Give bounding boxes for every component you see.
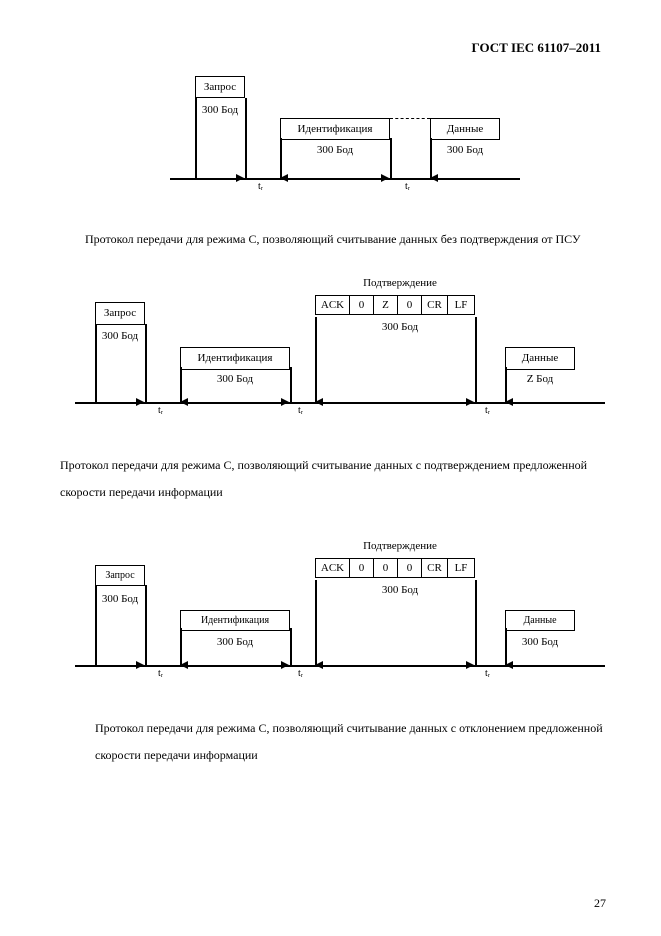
request-box: Запрос (195, 76, 245, 98)
confirm-label: Подтверждение (340, 540, 460, 552)
ack-cell: 0 (398, 296, 422, 314)
doc-header: ГОСТ IEC 61107–2011 (60, 40, 611, 56)
diagram-3: Подтверждение ACK 0 0 0 CR LF 300 Бод За… (80, 540, 620, 695)
tr-label: tᵣ (485, 405, 490, 416)
tr-label: tᵣ (298, 405, 303, 416)
request-box: Запрос (95, 565, 145, 586)
baud-label: 300 Бод (360, 321, 440, 333)
data-box: Данные (505, 610, 575, 631)
baud-label: 300 Бод (195, 373, 275, 385)
ident-box: Идентификация (280, 118, 390, 140)
tr-label: tᵣ (298, 668, 303, 679)
ack-cell: CR (422, 296, 448, 314)
tr-label: tᵣ (158, 668, 163, 679)
baud-label: 300 Бод (195, 636, 275, 648)
ack-cell: LF (448, 559, 474, 577)
ident-box: Идентификация (180, 610, 290, 631)
baud-label: 300 Бод (425, 144, 505, 156)
request-box: Запрос (95, 302, 145, 324)
confirm-label: Подтверждение (340, 277, 460, 289)
ack-cell: ACK (316, 296, 350, 314)
baud-label: 300 Бод (90, 593, 150, 605)
tr-label: tᵣ (485, 668, 490, 679)
page-number: 27 (594, 896, 606, 911)
tr-label: tᵣ (405, 181, 410, 192)
ident-box: Идентификация (180, 347, 290, 369)
ack-cell: 0 (350, 296, 374, 314)
diagram-1: Запрос 300 Бод Идентификация 300 Бод Дан… (140, 76, 620, 206)
baud-label: 300 Бод (295, 144, 375, 156)
data-box: Данные (430, 118, 500, 140)
baud-label: 300 Бод (360, 584, 440, 596)
ack-cell: ACK (316, 559, 350, 577)
baud-label: 300 Бод (90, 330, 150, 342)
ack-cell: Z (374, 296, 398, 314)
caption-3: Протокол передачи для режима С, позволяю… (60, 715, 611, 768)
diagram-2: Подтверждение ACK 0 Z 0 CR LF 300 Бод За… (80, 277, 620, 432)
tr-label: tᵣ (158, 405, 163, 416)
data-box: Данные (505, 347, 575, 369)
ack-cell: 0 (374, 559, 398, 577)
baud-label: Z Бод (515, 373, 565, 385)
caption-1: Протокол передачи для режима С, позволяю… (60, 226, 611, 252)
ack-cell: LF (448, 296, 474, 314)
ack-cell: 0 (350, 559, 374, 577)
ack-cell: CR (422, 559, 448, 577)
baud-label: 300 Бод (190, 104, 250, 116)
caption-2: Протокол передачи для режима С, позволяю… (60, 452, 611, 505)
tr-label: tᵣ (258, 181, 263, 192)
baud-label: 300 Бод (510, 636, 570, 648)
ack-cell: 0 (398, 559, 422, 577)
